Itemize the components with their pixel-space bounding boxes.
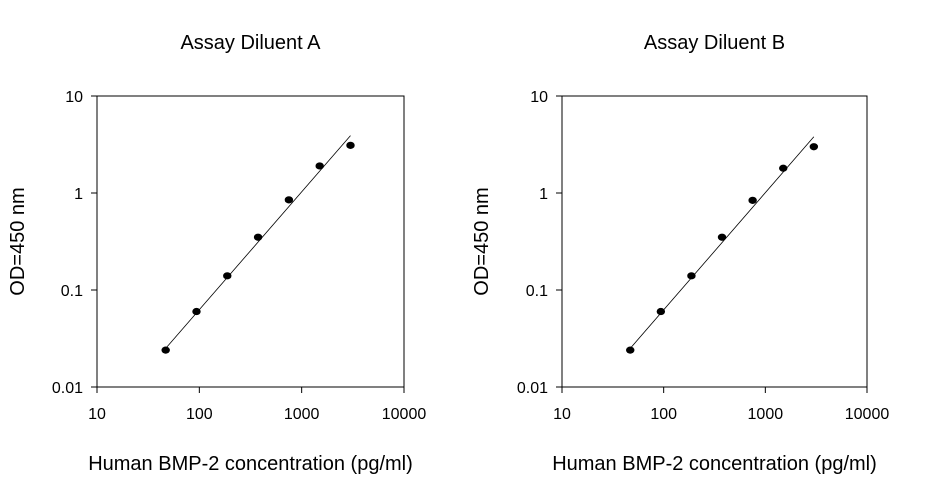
chart-title: Assay Diluent B bbox=[644, 32, 785, 54]
data-point bbox=[315, 162, 324, 170]
x-tick-label: 1000 bbox=[284, 406, 320, 423]
data-point bbox=[192, 307, 201, 316]
data-point bbox=[717, 233, 727, 241]
y-tick-label: 0.01 bbox=[52, 380, 83, 397]
data-point bbox=[161, 346, 170, 354]
data-point bbox=[748, 196, 757, 204]
y-tick-label: 1 bbox=[539, 186, 548, 203]
y-tick-label: 1 bbox=[74, 186, 83, 203]
x-tick-label: 100 bbox=[650, 406, 677, 423]
chart-panel-0: Assay Diluent A 10 100 1000 10000 0.01 0.1 1 10 H… bbox=[7, 32, 426, 475]
plot-frame bbox=[561, 95, 868, 388]
x-tick-label: 1000 bbox=[748, 406, 784, 423]
data-point bbox=[809, 143, 819, 151]
plot-frame bbox=[96, 95, 405, 388]
x-axis-label: Human BMP-2 concentration (pg/ml) bbox=[552, 453, 877, 475]
x-tick-label: 10000 bbox=[382, 406, 427, 423]
x-tick-label: 10 bbox=[88, 406, 106, 423]
y-axis-label: OD=450 nm bbox=[471, 187, 493, 295]
y-tick-label: 10 bbox=[530, 89, 548, 106]
data-point bbox=[253, 233, 263, 241]
data-point bbox=[779, 164, 788, 172]
x-tick-label: 10000 bbox=[845, 406, 890, 423]
data-point bbox=[656, 307, 666, 316]
y-axis-label: OD=450 nm bbox=[7, 187, 29, 295]
data-point bbox=[626, 346, 635, 354]
y-tick-label: 0.01 bbox=[517, 380, 548, 397]
y-tick-label: 10 bbox=[65, 89, 83, 106]
y-tick-label: 0.1 bbox=[526, 283, 548, 300]
x-tick-label: 10 bbox=[553, 406, 571, 423]
data-point bbox=[284, 196, 294, 204]
data-point bbox=[223, 272, 232, 280]
x-tick-label: 100 bbox=[186, 406, 213, 423]
chart-panel-1: Assay Diluent B 10 100 1000 10000 0.01 0.1 1 10 H… bbox=[471, 32, 889, 475]
data-point bbox=[687, 272, 696, 280]
y-tick-label: 0.1 bbox=[61, 283, 83, 300]
data-point bbox=[346, 141, 355, 149]
chart-title: Assay Diluent A bbox=[180, 32, 321, 54]
x-axis-label: Human BMP-2 concentration (pg/ml) bbox=[88, 453, 413, 475]
